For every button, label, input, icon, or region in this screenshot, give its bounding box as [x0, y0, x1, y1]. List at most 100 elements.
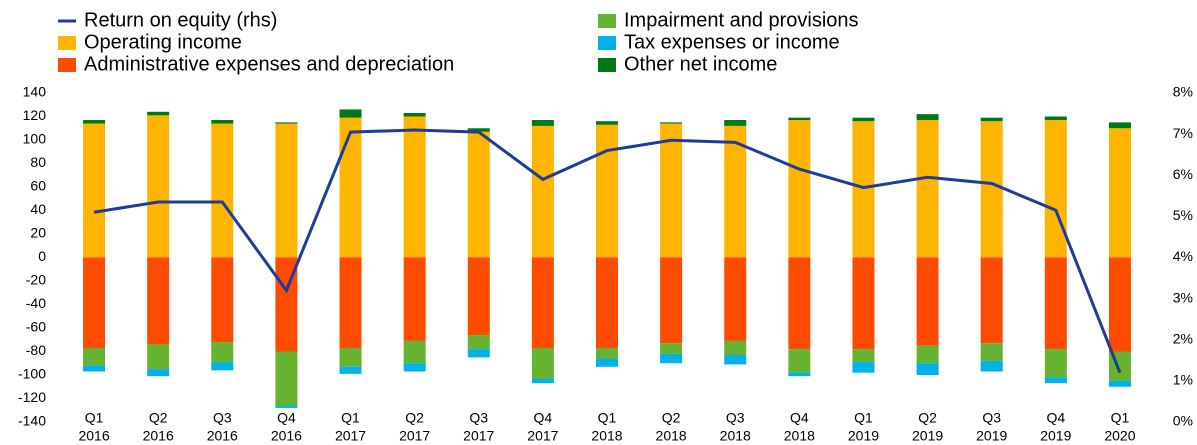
y-tick-label: -60 [26, 319, 46, 335]
bar-segment [531, 120, 554, 126]
bar-segment [1044, 349, 1067, 378]
x-tick-label: 2017 [527, 428, 558, 444]
bar-segment [275, 123, 298, 258]
bar-segment [147, 344, 170, 370]
x-tick-label: Q2 [405, 410, 424, 426]
bar-segment [467, 128, 490, 132]
bar-segment [916, 363, 939, 375]
bar-segment [1108, 122, 1131, 129]
y2-tick-label: 4% [1173, 248, 1193, 264]
bar-segment [724, 355, 747, 365]
y-tick-label: 120 [23, 107, 47, 123]
legend-label: Impairment and provisions [624, 9, 859, 31]
bar-segment [83, 120, 106, 124]
x-tick-label: 2018 [656, 428, 687, 444]
bar-segment [147, 369, 170, 377]
x-tick-label: Q1 [1111, 410, 1130, 426]
bar-segment [403, 257, 426, 341]
bar-segment [596, 124, 618, 258]
y-tick-label: -20 [26, 272, 46, 288]
x-tick-label: 2016 [207, 428, 238, 444]
bar-segment [467, 349, 490, 358]
bar-segment [211, 257, 234, 343]
bar-segment [852, 117, 875, 122]
y2-tick-label: 6% [1173, 166, 1193, 182]
x-tick-label: Q4 [790, 410, 809, 426]
bar-segment [147, 257, 170, 345]
bar-segment [660, 343, 683, 354]
bar-segment [660, 257, 683, 344]
bar-segment [852, 121, 875, 258]
x-tick-label: 2016 [143, 428, 174, 444]
bar-segment [211, 120, 234, 124]
legend-label: Administrative expenses and depreciation [84, 53, 454, 75]
legend-marker [598, 36, 616, 50]
y2-tick-label: 2% [1173, 330, 1193, 346]
bar-segment [339, 366, 362, 374]
legend-label: Return on equity (rhs) [84, 9, 277, 31]
bar-segment [1108, 380, 1131, 387]
bar-segment [980, 360, 1003, 372]
bar-segment [211, 362, 234, 371]
y-tick-label: 80 [30, 154, 46, 170]
bar-segment [916, 257, 939, 346]
x-tick-label: Q2 [918, 410, 937, 426]
bar-segment [1108, 257, 1131, 352]
legend-marker [598, 58, 616, 72]
x-tick-label: Q1 [854, 410, 873, 426]
bar-segment [147, 115, 170, 258]
y-tick-label: 100 [23, 131, 47, 147]
x-tick-label: 2020 [1104, 428, 1135, 444]
bar-segment [980, 117, 1003, 122]
bar-segment [83, 257, 106, 348]
x-tick-label: 2017 [399, 428, 430, 444]
x-tick-label: Q4 [534, 410, 553, 426]
y-tick-label: 140 [23, 84, 47, 100]
bar-segment [788, 372, 811, 377]
bar-segment [467, 257, 490, 336]
bar-segment [403, 340, 426, 364]
x-tick-label: 2016 [271, 428, 302, 444]
y-tick-label: -140 [18, 413, 46, 429]
y-tick-label: -40 [26, 295, 46, 311]
legend-label: Tax expenses or income [624, 31, 840, 53]
x-tick-label: Q1 [85, 410, 104, 426]
y2-tick-label: 5% [1173, 207, 1193, 223]
bar-segment [275, 351, 298, 406]
legend-marker [598, 14, 616, 28]
legend-marker [58, 36, 76, 50]
y2-tick-label: 1% [1173, 372, 1193, 388]
bar-segment [724, 257, 747, 341]
bar-segment [467, 335, 490, 350]
bar-segment [275, 405, 298, 408]
bar-segment [1044, 120, 1067, 258]
bar-segment [83, 347, 106, 366]
y-tick-label: -120 [18, 389, 46, 405]
bar-segment [467, 131, 490, 258]
bar-segment [980, 121, 1003, 258]
x-tick-label: Q1 [598, 410, 617, 426]
bar-segment [788, 117, 811, 121]
y2-tick-label: 3% [1173, 289, 1193, 305]
x-tick-label: Q4 [277, 410, 296, 426]
x-tick-label: 2016 [78, 428, 109, 444]
bar-segment [339, 347, 362, 367]
y2-tick-label: 7% [1173, 125, 1193, 141]
bar-segment [852, 257, 875, 350]
x-tick-label: Q2 [149, 410, 168, 426]
bar-segment [531, 257, 554, 348]
bar-segment [596, 121, 618, 125]
y2-tick-label: 0% [1173, 413, 1193, 429]
bar-segment [211, 123, 234, 258]
bar-segment [211, 342, 234, 363]
bar-segment [660, 122, 683, 124]
bar-segment [1044, 116, 1067, 121]
x-tick-label: Q3 [982, 410, 1001, 426]
bar-segment [916, 345, 939, 364]
bar-segment [852, 362, 875, 373]
bar-segment [788, 120, 811, 258]
bar-segment [147, 111, 170, 116]
bar-segment [980, 343, 1003, 361]
bar-segment [83, 365, 106, 372]
